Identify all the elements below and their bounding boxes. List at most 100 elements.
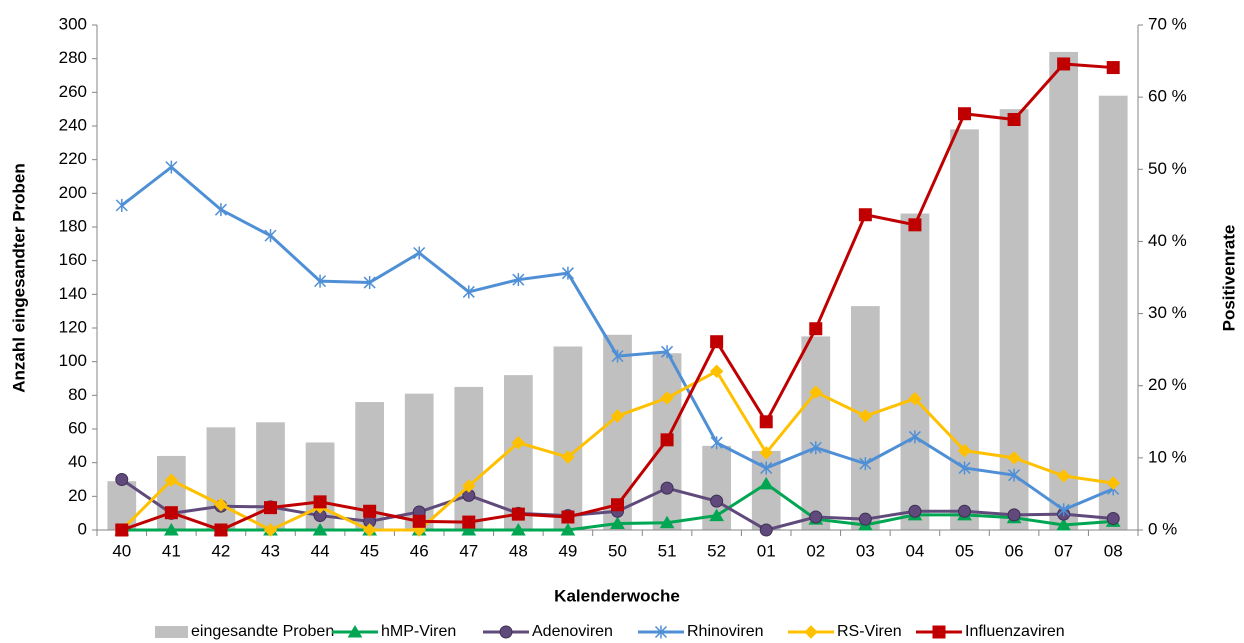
series-marker (809, 510, 823, 524)
series-marker (759, 523, 773, 537)
series-marker (561, 450, 575, 464)
series-marker (561, 510, 575, 524)
series-marker (759, 446, 773, 460)
series-marker (610, 409, 625, 423)
y-tick-label: 40 (68, 452, 87, 471)
series-marker (611, 349, 624, 363)
x-tick-label: 48 (509, 541, 528, 560)
y-tick-label: 160 (59, 250, 87, 269)
y-tick-label: 200 (59, 183, 87, 202)
series-marker (710, 335, 724, 349)
legend-label: RS-Viren (837, 623, 902, 640)
bar (603, 334, 632, 530)
series-marker (462, 515, 476, 529)
series-marker (561, 266, 574, 280)
legend-label: Adenoviren (532, 623, 613, 640)
legend-label: Rhinoviren (687, 623, 763, 640)
x-tick-label: 05 (955, 541, 974, 560)
series-marker (214, 523, 228, 537)
series-marker (363, 504, 377, 518)
y-tick-label: 120 (59, 317, 87, 336)
series-marker (512, 273, 525, 287)
x-tick-label: 43 (261, 541, 280, 560)
series-marker (412, 514, 426, 528)
y-tick-label: 0 (78, 519, 87, 538)
bar (107, 481, 137, 530)
x-tick-label: 40 (112, 541, 131, 560)
series-marker (1106, 476, 1120, 490)
x-tick-label: 01 (757, 541, 776, 560)
legend-marker (347, 625, 363, 638)
series-marker (709, 364, 724, 378)
legend-swatch (155, 626, 188, 638)
series-marker (363, 276, 376, 290)
series-marker (661, 345, 674, 359)
series-marker (710, 494, 724, 508)
series-marker (1057, 57, 1071, 71)
series-marker (660, 391, 674, 405)
y2-axis-title: Positivenrate (1219, 225, 1238, 332)
series-marker (511, 436, 526, 450)
y-tick-label: 100 (59, 351, 87, 370)
series-marker (858, 512, 872, 526)
y2-tick-label: 30 % (1148, 303, 1187, 322)
x-tick-label: 46 (410, 541, 429, 560)
series-marker (462, 285, 475, 299)
legend-marker (932, 625, 946, 639)
y-tick-label: 20 (68, 486, 87, 505)
series-marker (1106, 511, 1120, 525)
x-tick-label: 50 (608, 541, 627, 560)
y-tick-label: 60 (68, 418, 87, 437)
bar (553, 346, 583, 530)
series-marker (958, 504, 971, 518)
legend-marker (804, 625, 818, 639)
bar (900, 213, 930, 531)
series-marker (908, 391, 922, 406)
series-marker (659, 515, 675, 529)
series-marker (164, 473, 179, 487)
series-marker (958, 107, 971, 121)
series-marker (758, 476, 774, 490)
series-marker (461, 523, 477, 536)
x-tick-label: 47 (459, 541, 478, 560)
x-tick-label: 02 (806, 541, 825, 560)
legend-label: eingesandte Proben (191, 623, 334, 640)
series-marker (264, 501, 277, 515)
series-marker (462, 479, 476, 493)
series-marker (858, 208, 872, 222)
series-marker (560, 523, 576, 536)
series-marker (611, 498, 624, 512)
y2-tick-label: 70 % (1148, 14, 1187, 33)
y-tick-label: 180 (59, 216, 87, 235)
series-marker (809, 441, 822, 455)
series-marker (214, 203, 227, 217)
series-marker (908, 218, 922, 232)
series-marker (1007, 451, 1021, 465)
legend-marker (654, 625, 668, 639)
x-tick-label: 04 (905, 541, 924, 560)
series-marker (709, 508, 725, 522)
series-marker (958, 461, 971, 475)
x-tick-label: 49 (558, 541, 577, 560)
y-tick-label: 280 (59, 48, 87, 67)
bar (1049, 51, 1079, 530)
series-marker (908, 430, 921, 444)
series-marker (313, 495, 327, 509)
y2-tick-label: 40 % (1148, 231, 1187, 250)
x-tick-label: 03 (856, 541, 875, 560)
bar (454, 386, 484, 530)
y-tick-label: 260 (59, 82, 87, 101)
series-marker (1056, 469, 1071, 483)
bar (206, 427, 236, 530)
y-tick-label: 220 (59, 149, 87, 168)
series-marker (1007, 113, 1021, 127)
series-marker (115, 198, 128, 212)
x-tick-label: 51 (658, 541, 677, 560)
legend-marker (499, 625, 513, 639)
series-marker (809, 385, 823, 399)
series-marker (1008, 468, 1021, 482)
series-marker (413, 246, 426, 260)
series-marker (660, 433, 674, 447)
y-tick-label: 300 (59, 14, 87, 33)
series-marker (957, 443, 972, 458)
